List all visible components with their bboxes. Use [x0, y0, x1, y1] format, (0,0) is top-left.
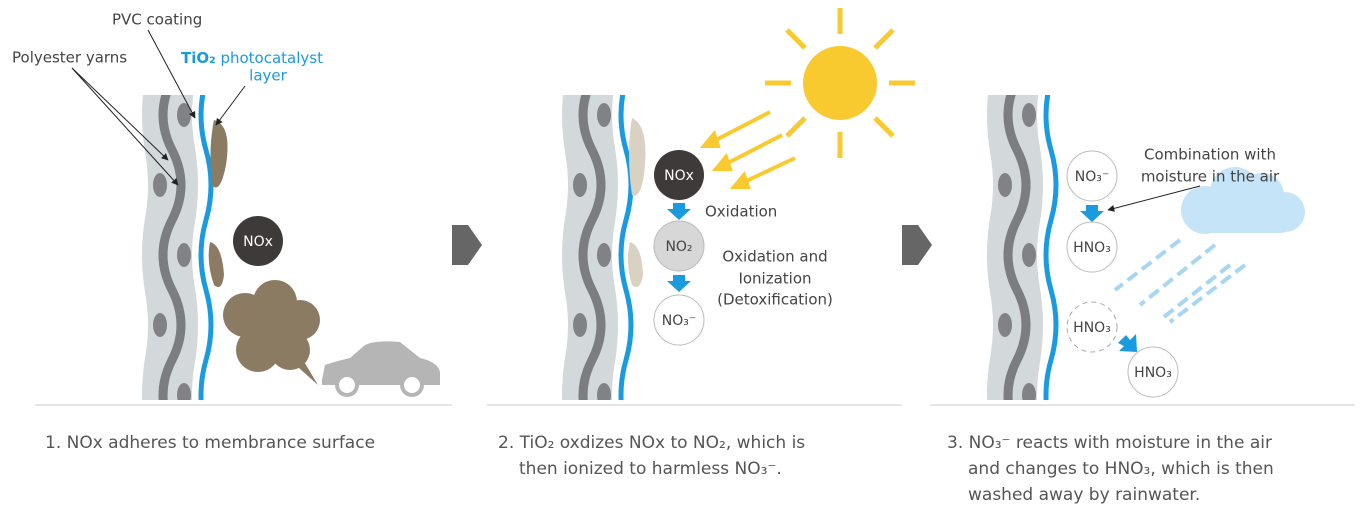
next-arrow: [452, 225, 482, 265]
membrane: [153, 80, 211, 430]
car: [322, 341, 440, 395]
residue: [629, 118, 645, 196]
rain: [1115, 240, 1245, 322]
page: NOx PVC coating Polyester yarns TiO₂ pho…: [0, 0, 1364, 508]
down-arrow: [667, 275, 691, 292]
node-label: NOx: [664, 168, 694, 184]
tio2-label: layer: [249, 67, 287, 85]
node-label: NO₃⁻: [1075, 169, 1110, 185]
node-label: NO₂: [665, 239, 692, 255]
pvc-label: PVC coating: [112, 11, 202, 29]
step-label: Oxidation and: [722, 248, 827, 266]
node-label: HNO₃: [1073, 240, 1111, 256]
exhaust-cloud: [223, 280, 320, 385]
note: Combination with: [1144, 146, 1276, 164]
formula: TiO₂: [181, 49, 216, 67]
note: moisture in the air: [1141, 168, 1280, 186]
residue: [628, 242, 643, 287]
next-arrow: [902, 225, 932, 265]
light-rays: [704, 112, 795, 187]
caption: then ionized to harmless NO₃⁻.: [519, 459, 782, 479]
caption: 3. NO₃⁻ reacts with moisture in the air: [947, 433, 1272, 453]
membrane: [573, 80, 631, 430]
node-label: NO₃⁻: [662, 313, 697, 329]
node-label: HNO₃: [1073, 320, 1111, 336]
tio2-label: TiO₂ photocatalyst: [181, 49, 323, 67]
step-label: Oxidation: [705, 203, 777, 221]
step-label: Ionization: [738, 270, 811, 288]
down-arrow: [667, 203, 691, 220]
move-arrow: [1118, 334, 1137, 352]
diagram: NOx PVC coating Polyester yarns TiO₂ pho…: [0, 0, 1364, 508]
caption: washed away by rainwater.: [968, 485, 1200, 505]
node-label: NOx: [243, 234, 273, 250]
caption: and changes to HNO₃, which is then: [968, 459, 1274, 479]
sun: [765, 8, 915, 158]
caption: 1. NOx adheres to membrance surface: [45, 433, 375, 453]
node-label: HNO₃: [1134, 365, 1172, 381]
down-arrow: [1080, 205, 1104, 222]
label-text: photocatalyst: [220, 49, 323, 67]
pollutant: [210, 120, 227, 188]
membrane: [998, 80, 1056, 430]
caption: 2. TiO₂ oxdizes NOx to NO₂, which is: [498, 433, 805, 453]
pollutant: [209, 242, 224, 287]
step-label: (Detoxification): [717, 291, 833, 309]
yarn-label: Polyester yarns: [12, 49, 127, 67]
